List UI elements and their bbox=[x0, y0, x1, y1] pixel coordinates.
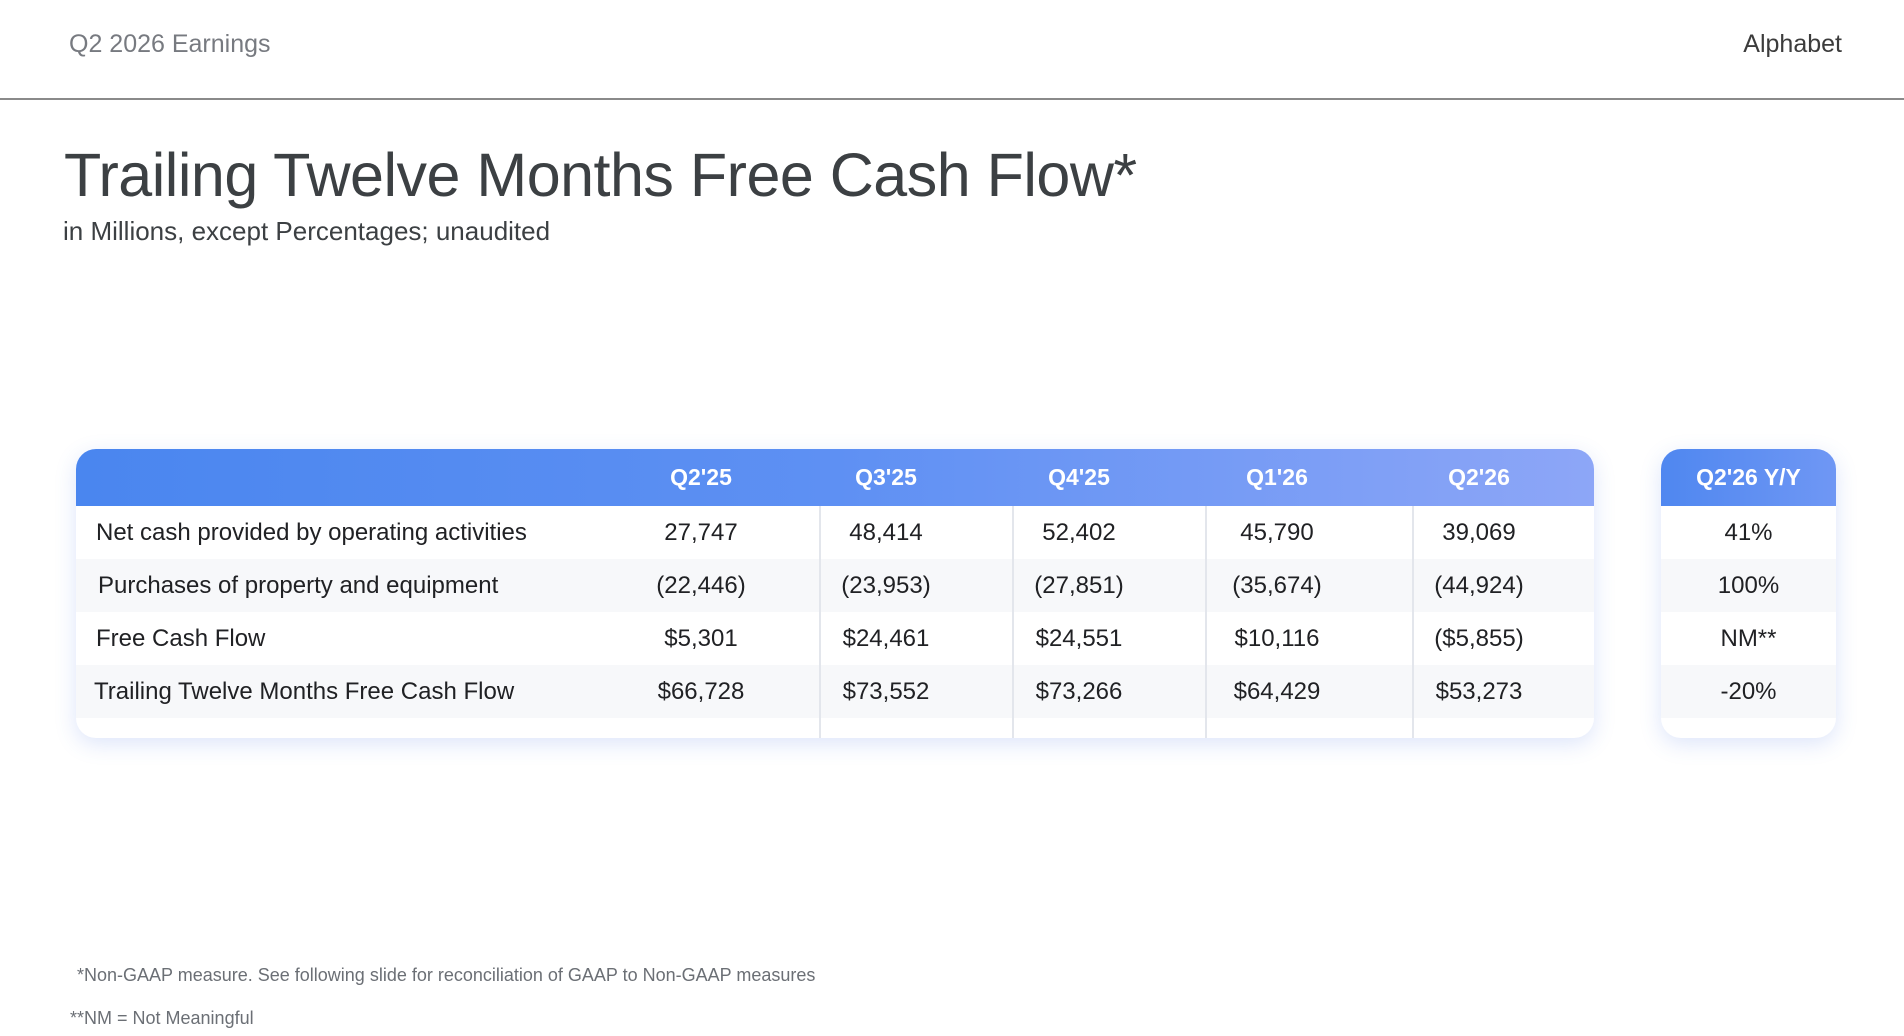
table-cell: $64,429 bbox=[1233, 678, 1321, 705]
cash-flow-table: Q2'25 Q3'25 Q4'25 Q1'26 Q2'26 Net cash p… bbox=[76, 449, 1594, 738]
table-cell: (22,446) bbox=[656, 572, 746, 599]
footnote-not-meaningful: **NM = Not Meaningful bbox=[70, 1008, 254, 1028]
table-cell: $10,116 bbox=[1234, 625, 1320, 652]
document-label: Q2 2026 Earnings bbox=[69, 30, 271, 58]
year-over-year-table: Q2'26 Y/Y 41% 100% NM** -20% bbox=[1661, 449, 1836, 738]
column-header-q2-25: Q2'25 bbox=[670, 464, 732, 490]
yy-header-row: Q2'26 Y/Y bbox=[1661, 449, 1836, 506]
yy-cell: 41% bbox=[1724, 519, 1773, 546]
row-label: Purchases of property and equipment bbox=[98, 572, 499, 599]
yy-row: 41% bbox=[1661, 506, 1836, 559]
column-divider bbox=[1012, 506, 1014, 738]
column-header-q3-25: Q3'25 bbox=[855, 464, 917, 490]
yy-row: NM** bbox=[1661, 612, 1836, 665]
column-header-yy: Q2'26 Y/Y bbox=[1696, 464, 1801, 490]
table-cell: $53,273 bbox=[1435, 678, 1523, 705]
slide-title: Trailing Twelve Months Free Cash Flow* bbox=[64, 141, 1137, 209]
table-cell: ($5,855) bbox=[1434, 625, 1524, 652]
table-cell: 52,402 bbox=[1042, 519, 1116, 546]
table-cell: $24,551 bbox=[1035, 625, 1123, 652]
column-divider bbox=[1412, 506, 1414, 738]
table-cell: (44,924) bbox=[1434, 572, 1524, 599]
table-row-free-cash-flow: Free Cash Flow $5,301 $24,461 $24,551 $1… bbox=[76, 612, 1594, 665]
slide-subtitle: in Millions, except Percentages; unaudit… bbox=[63, 216, 551, 246]
row-label: Trailing Twelve Months Free Cash Flow bbox=[94, 678, 515, 705]
table-cell: $24,461 bbox=[842, 625, 930, 652]
footnote-non-gaap: *Non-GAAP measure. See following slide f… bbox=[77, 965, 816, 985]
table-cell: (35,674) bbox=[1232, 572, 1322, 599]
table-cell: $5,301 bbox=[664, 625, 738, 652]
table-header-row: Q2'25 Q3'25 Q4'25 Q1'26 Q2'26 bbox=[76, 449, 1594, 506]
row-label: Net cash provided by operating activitie… bbox=[96, 519, 527, 546]
brand-logo-text: Alphabet bbox=[1743, 30, 1842, 58]
column-header-q4-25: Q4'25 bbox=[1048, 464, 1110, 490]
table-cell: (23,953) bbox=[841, 572, 931, 599]
column-divider bbox=[1205, 506, 1207, 738]
table-row-operating-cash: Net cash provided by operating activitie… bbox=[76, 506, 1594, 559]
column-header-q2-26: Q2'26 bbox=[1448, 464, 1510, 490]
slide-header: Q2 2026 Earnings Alphabet bbox=[0, 0, 1904, 100]
table-cell: $73,552 bbox=[842, 678, 930, 705]
table-cell: (27,851) bbox=[1034, 572, 1124, 599]
table-row-ttm-free-cash-flow: Trailing Twelve Months Free Cash Flow $6… bbox=[76, 665, 1594, 718]
yy-cell: -20% bbox=[1720, 678, 1777, 705]
column-header-q1-26: Q1'26 bbox=[1246, 464, 1308, 490]
table-cell: 45,790 bbox=[1240, 519, 1314, 546]
yy-row: -20% bbox=[1661, 665, 1836, 718]
table-row-capex: Purchases of property and equipment (22,… bbox=[76, 559, 1594, 612]
row-label: Free Cash Flow bbox=[96, 625, 266, 652]
yy-cell: NM** bbox=[1720, 625, 1777, 652]
table-cell: 27,747 bbox=[664, 519, 738, 546]
yy-cell: 100% bbox=[1717, 572, 1780, 599]
table-cell: 48,414 bbox=[849, 519, 923, 546]
column-divider bbox=[819, 506, 821, 738]
table-cell: 39,069 bbox=[1442, 519, 1516, 546]
yy-row: 100% bbox=[1661, 559, 1836, 612]
table-cell: $66,728 bbox=[657, 678, 745, 705]
table-cell: $73,266 bbox=[1035, 678, 1123, 705]
